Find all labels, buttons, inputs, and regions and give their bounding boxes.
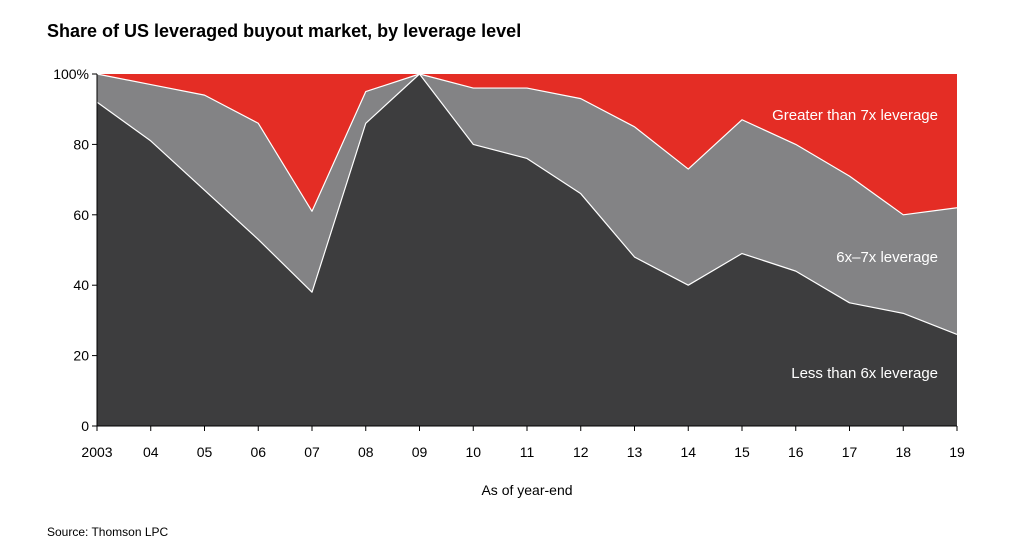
x-axis-title: As of year-end	[481, 482, 572, 498]
chart-title: Share of US leveraged buyout market, by …	[47, 21, 522, 41]
x-tick-label: 2003	[81, 444, 112, 460]
x-tick-label: 15	[734, 444, 750, 460]
areas-layer	[96, 73, 958, 426]
area-6x-7x-leverage	[97, 74, 957, 335]
series-boundary-line	[96, 73, 958, 216]
y-tick-label: 80	[73, 136, 89, 152]
y-tick-label: 60	[73, 207, 89, 223]
x-tick-label: 12	[573, 444, 589, 460]
series-label: Greater than 7x leverage	[772, 107, 938, 124]
series-boundary-line	[96, 73, 958, 336]
y-tick-label: 20	[73, 348, 89, 364]
x-tick-label: 06	[250, 444, 266, 460]
x-tick-label: 13	[627, 444, 643, 460]
labels-layer: Less than 6x leverage 6x–7x leverage Great…	[772, 107, 938, 382]
area-less-than-6x-leverage	[97, 74, 957, 426]
y-tick-label: 40	[73, 277, 89, 293]
x-tick-label: 18	[895, 444, 911, 460]
x-tick-label: 11	[520, 444, 535, 460]
axes-layer: 0 20 40 60 80 100% 2003 04 05 06 07 08 09 10 11 12 13 14 1…	[53, 66, 965, 498]
x-tick-label: 19	[949, 444, 965, 460]
x-tick-label: 04	[143, 444, 159, 460]
x-tick-label: 10	[465, 444, 481, 460]
x-tick-label: 08	[358, 444, 374, 460]
area-greater-than-7x-leverage	[97, 74, 957, 215]
series-label: 6x–7x leverage	[836, 249, 938, 266]
x-tick-label: 17	[842, 444, 858, 460]
x-tick-label: 07	[304, 444, 320, 460]
source-note: Source: Thomson LPC	[47, 525, 169, 539]
y-tick-label: 100%	[53, 66, 89, 82]
x-tick-label: 14	[680, 444, 696, 460]
x-tick-label: 09	[412, 444, 428, 460]
series-label: Less than 6x leverage	[791, 365, 938, 382]
x-tick-label: 16	[788, 444, 804, 460]
x-tick-label: 05	[197, 444, 213, 460]
y-tick-label: 0	[81, 418, 89, 434]
